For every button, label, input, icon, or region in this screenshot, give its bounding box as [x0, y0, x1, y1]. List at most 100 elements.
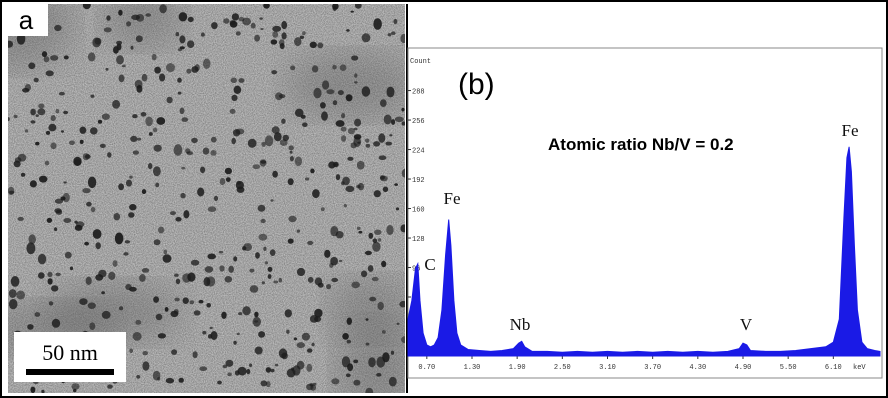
- particle: [254, 346, 263, 355]
- particle: [223, 18, 230, 24]
- particle: [182, 297, 189, 305]
- particle: [345, 373, 351, 378]
- particle: [353, 127, 358, 131]
- particle: [228, 265, 234, 273]
- particle: [393, 18, 398, 25]
- particle: [311, 342, 315, 347]
- particle: [307, 348, 313, 353]
- particle: [346, 29, 350, 32]
- particle: [134, 79, 143, 89]
- particle: [137, 137, 142, 141]
- particle: [175, 278, 181, 285]
- particle: [8, 299, 18, 310]
- particle: [219, 265, 225, 272]
- particle: [267, 274, 272, 279]
- particle: [118, 306, 124, 311]
- peak-label: C: [424, 255, 435, 274]
- particle: [174, 297, 180, 302]
- particle: [121, 64, 126, 68]
- y-tick-label: 256: [412, 118, 425, 126]
- particle: [190, 259, 200, 266]
- particle: [55, 272, 61, 277]
- particle: [373, 190, 381, 198]
- particle: [166, 63, 175, 73]
- particle: [284, 309, 292, 318]
- particle: [389, 134, 393, 137]
- particle: [35, 141, 40, 146]
- particle: [87, 302, 96, 310]
- particle: [41, 51, 48, 58]
- particle: [28, 234, 36, 245]
- particle: [210, 136, 217, 143]
- particle: [132, 114, 138, 119]
- particle: [390, 350, 395, 355]
- particle: [82, 188, 91, 194]
- particle: [263, 4, 270, 9]
- particle: [380, 175, 385, 180]
- particle: [231, 94, 238, 102]
- particle: [299, 35, 305, 39]
- particle: [155, 313, 163, 321]
- particle: [125, 284, 132, 290]
- x-tick-label: 4.30: [689, 364, 706, 372]
- particle: [8, 186, 15, 196]
- particle: [86, 201, 92, 207]
- peak-label: Fe: [444, 189, 461, 208]
- particle: [152, 127, 158, 133]
- particle: [222, 364, 228, 369]
- particle: [50, 55, 59, 61]
- particle: [156, 117, 166, 125]
- particle: [372, 241, 381, 252]
- particle: [33, 77, 39, 83]
- particle: [400, 33, 405, 44]
- particle: [106, 15, 111, 21]
- particle: [273, 132, 282, 142]
- particle: [376, 356, 386, 368]
- particle: [354, 4, 362, 9]
- particle: [210, 331, 218, 340]
- particle: [310, 168, 315, 174]
- particle: [199, 366, 208, 372]
- particle: [221, 311, 227, 319]
- particle: [274, 363, 279, 367]
- particle: [34, 312, 41, 317]
- particle: [179, 107, 185, 115]
- particle: [16, 290, 26, 300]
- particle: [123, 252, 129, 256]
- particle: [79, 139, 84, 144]
- particle: [317, 42, 324, 49]
- particle: [312, 189, 320, 199]
- particle: [354, 73, 358, 78]
- particle: [289, 156, 294, 162]
- particle: [165, 377, 175, 384]
- particle: [307, 276, 314, 283]
- particle: [247, 138, 257, 148]
- particle: [342, 333, 349, 340]
- particle: [210, 150, 217, 156]
- particle: [332, 64, 337, 70]
- particle: [330, 226, 339, 237]
- particle: [314, 308, 323, 318]
- particle: [112, 99, 121, 109]
- particle: [340, 126, 347, 132]
- particle: [47, 271, 53, 278]
- particle: [26, 242, 36, 255]
- particle: [186, 68, 192, 74]
- particle: [73, 159, 82, 166]
- particle: [342, 176, 350, 186]
- particle: [217, 380, 222, 385]
- particle: [369, 296, 377, 302]
- particle: [135, 35, 143, 43]
- particle: [63, 181, 67, 184]
- particle: [20, 172, 26, 177]
- particle: [314, 316, 322, 322]
- particle: [85, 276, 92, 285]
- particle: [187, 272, 196, 282]
- particle: [155, 182, 160, 188]
- particle: [361, 33, 371, 43]
- particle: [99, 143, 106, 148]
- particle: [118, 74, 125, 83]
- particle: [10, 276, 20, 287]
- particle: [153, 144, 162, 152]
- particle: [361, 86, 371, 97]
